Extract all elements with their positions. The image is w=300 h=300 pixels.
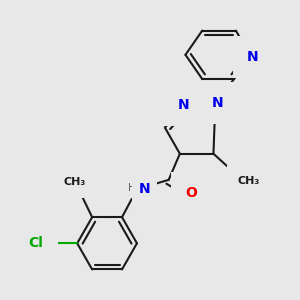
Text: Cl: Cl	[29, 236, 44, 250]
Text: O: O	[185, 186, 197, 200]
Text: N: N	[178, 98, 189, 112]
Text: CH₃: CH₃	[63, 177, 86, 187]
Text: CH₃: CH₃	[238, 176, 260, 186]
Text: N: N	[247, 50, 259, 64]
Text: N: N	[212, 96, 223, 110]
Text: H: H	[128, 183, 135, 193]
Text: N: N	[139, 182, 150, 196]
